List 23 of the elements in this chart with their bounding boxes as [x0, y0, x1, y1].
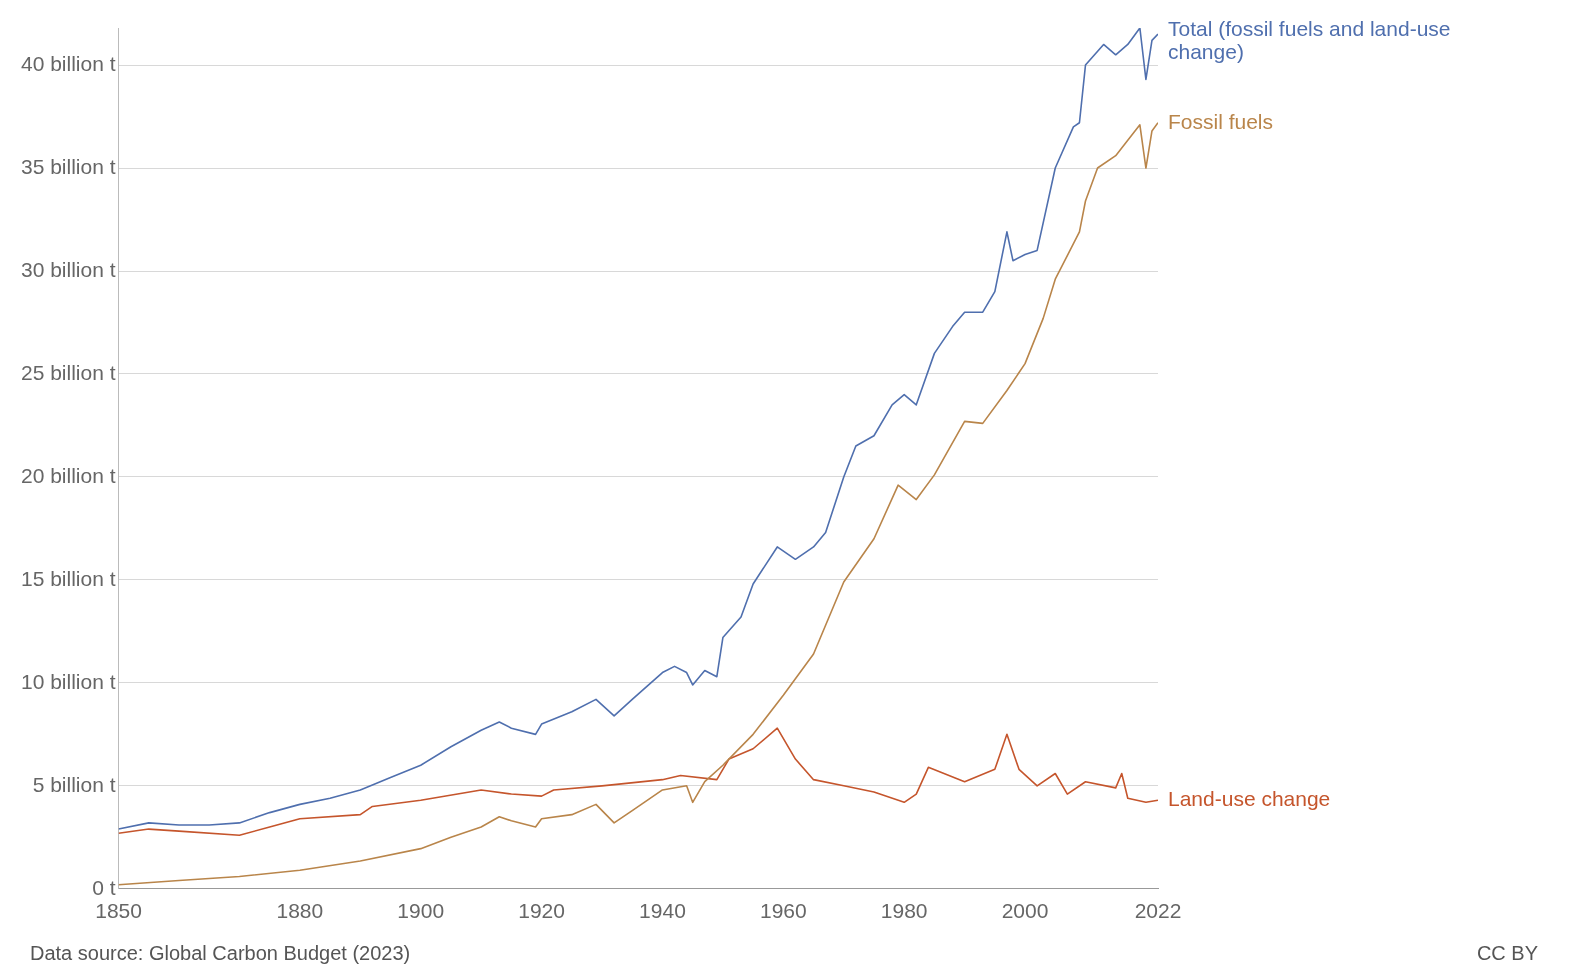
x-tick-label: 2000	[1001, 899, 1049, 923]
x-tick-label: 1850	[95, 899, 142, 923]
series-label: Total (fossil fuels and land-use change)	[1168, 17, 1451, 64]
y-tick-label: 0 t	[92, 875, 116, 899]
y-tick-label: 25 billion t	[21, 360, 116, 384]
y-tick-label: 20 billion t	[21, 463, 116, 487]
series-label: Land-use change	[1168, 787, 1331, 811]
x-tick-label: 1880	[276, 899, 324, 923]
x-tick-label: 1960	[759, 899, 807, 923]
series-label: Fossil fuels	[1168, 109, 1274, 133]
x-tick-label: 1940	[639, 899, 686, 923]
text: CC BY	[1476, 941, 1538, 964]
x-tick-label: 1920	[518, 899, 565, 923]
x-tick-label: 1980	[880, 899, 928, 923]
x-tick-label: 2022	[1134, 899, 1182, 923]
y-tick-label: 40 billion t	[21, 51, 116, 75]
y-tick-label: 10 billion t	[21, 669, 116, 693]
y-tick-label: 35 billion t	[21, 154, 116, 178]
y-tick-label: 30 billion t	[21, 257, 116, 281]
x-tick-label: 1900	[397, 899, 445, 923]
y-tick-label: 5 billion t	[32, 772, 116, 796]
source-note: Data source: Global Carbon Budget (2023)	[30, 941, 411, 964]
y-tick-label: 15 billion t	[21, 566, 116, 590]
